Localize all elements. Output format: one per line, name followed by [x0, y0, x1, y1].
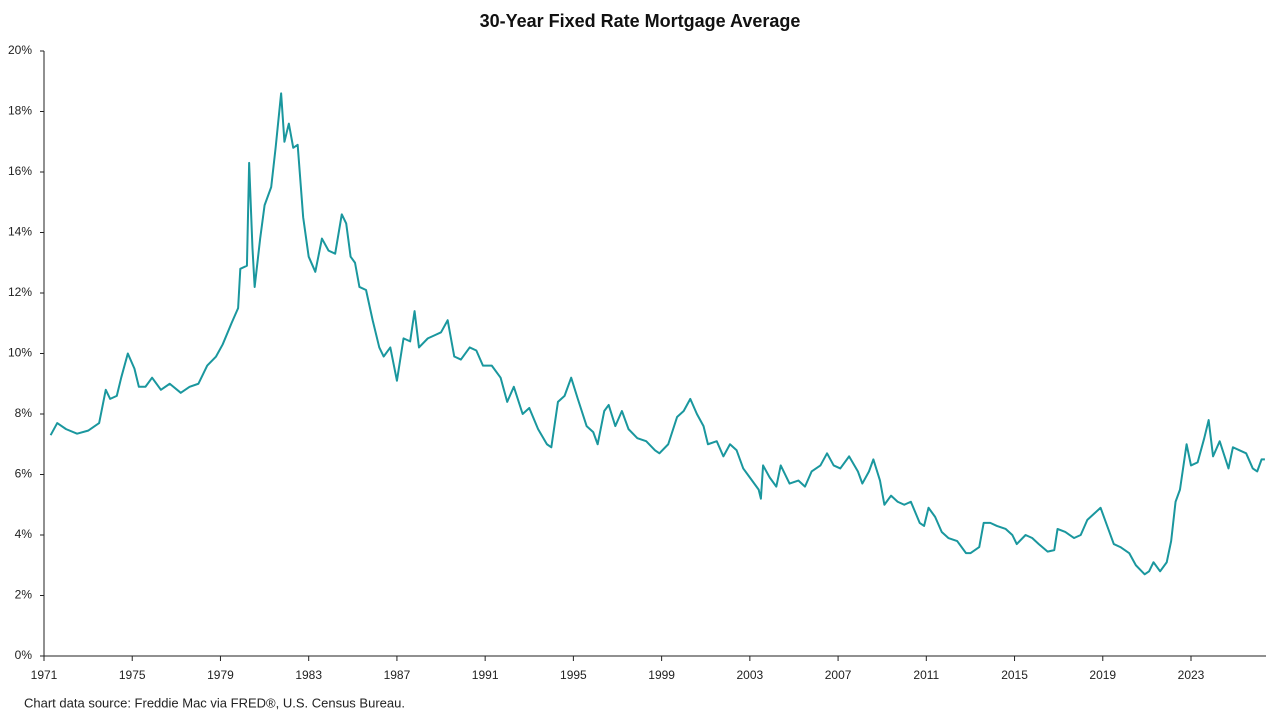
x-tick-label: 1991: [472, 668, 499, 682]
source-note: Chart data source: Freddie Mac via FRED®…: [24, 695, 405, 710]
x-tick-label: 1975: [119, 668, 146, 682]
x-tick-label: 2015: [1001, 668, 1028, 682]
y-tick-label: 20%: [8, 43, 32, 57]
x-tick-label: 2023: [1178, 668, 1205, 682]
x-tick-label: 2019: [1089, 668, 1116, 682]
x-tick-label: 1987: [384, 668, 411, 682]
x-tick-label: 2003: [736, 668, 763, 682]
x-tick-label: 1971: [31, 668, 58, 682]
x-tick-label: 1979: [207, 668, 234, 682]
x-tick-label: 1999: [648, 668, 675, 682]
x-tick-label: 2007: [825, 668, 852, 682]
series-line: [49, 92, 1265, 576]
y-tick-label: 0%: [15, 648, 33, 662]
y-tick-label: 18%: [8, 104, 32, 118]
x-tick-label: 2011: [913, 668, 939, 682]
y-tick-label: 10%: [8, 346, 32, 360]
y-tick-label: 8%: [15, 406, 33, 420]
chart-title: 30-Year Fixed Rate Mortgage Average: [480, 11, 801, 31]
y-tick-label: 4%: [15, 527, 33, 541]
x-tick-label: 1983: [295, 668, 322, 682]
x-tick-label: 1995: [560, 668, 587, 682]
y-tick-label: 12%: [8, 285, 32, 299]
y-tick-label: 6%: [15, 467, 33, 481]
y-tick-label: 14%: [8, 225, 32, 239]
y-tick-label: 2%: [15, 588, 33, 602]
y-tick-label: 16%: [8, 164, 32, 178]
